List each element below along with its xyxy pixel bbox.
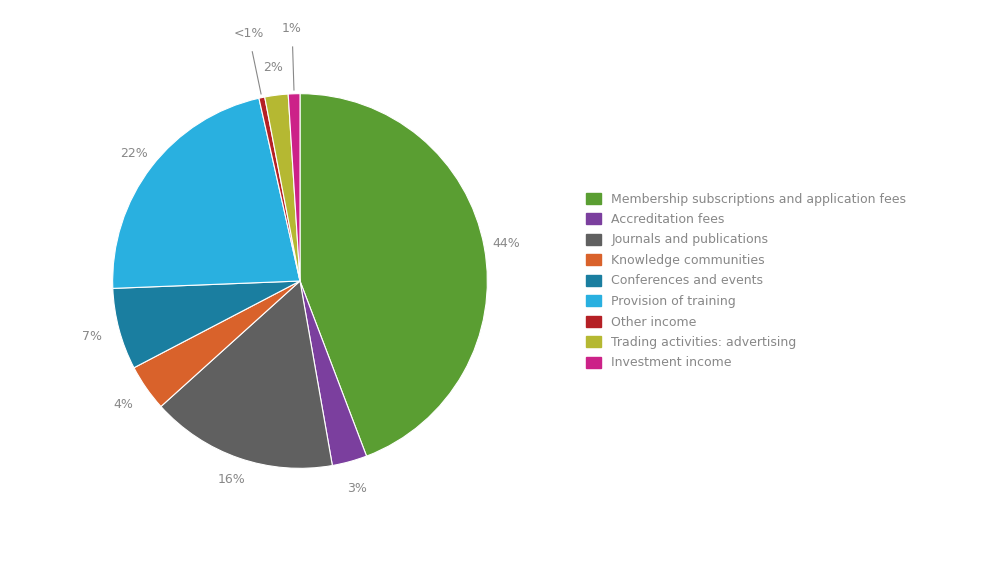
Wedge shape: [300, 281, 367, 465]
Text: 22%: 22%: [120, 147, 148, 160]
Wedge shape: [288, 94, 300, 281]
Text: 3%: 3%: [347, 482, 367, 495]
Text: 16%: 16%: [218, 473, 246, 486]
Text: 44%: 44%: [492, 237, 520, 250]
Text: 4%: 4%: [113, 397, 133, 410]
Wedge shape: [300, 94, 487, 456]
Legend: Membership subscriptions and application fees, Accreditation fees, Journals and : Membership subscriptions and application…: [586, 193, 906, 369]
Wedge shape: [134, 281, 300, 406]
Wedge shape: [259, 97, 300, 281]
Wedge shape: [265, 94, 300, 281]
Wedge shape: [113, 281, 300, 368]
Text: 1%: 1%: [282, 22, 302, 35]
Text: <1%: <1%: [233, 27, 264, 40]
Wedge shape: [161, 281, 332, 468]
Text: 7%: 7%: [82, 330, 102, 343]
Text: 2%: 2%: [263, 61, 283, 74]
Wedge shape: [113, 98, 300, 288]
